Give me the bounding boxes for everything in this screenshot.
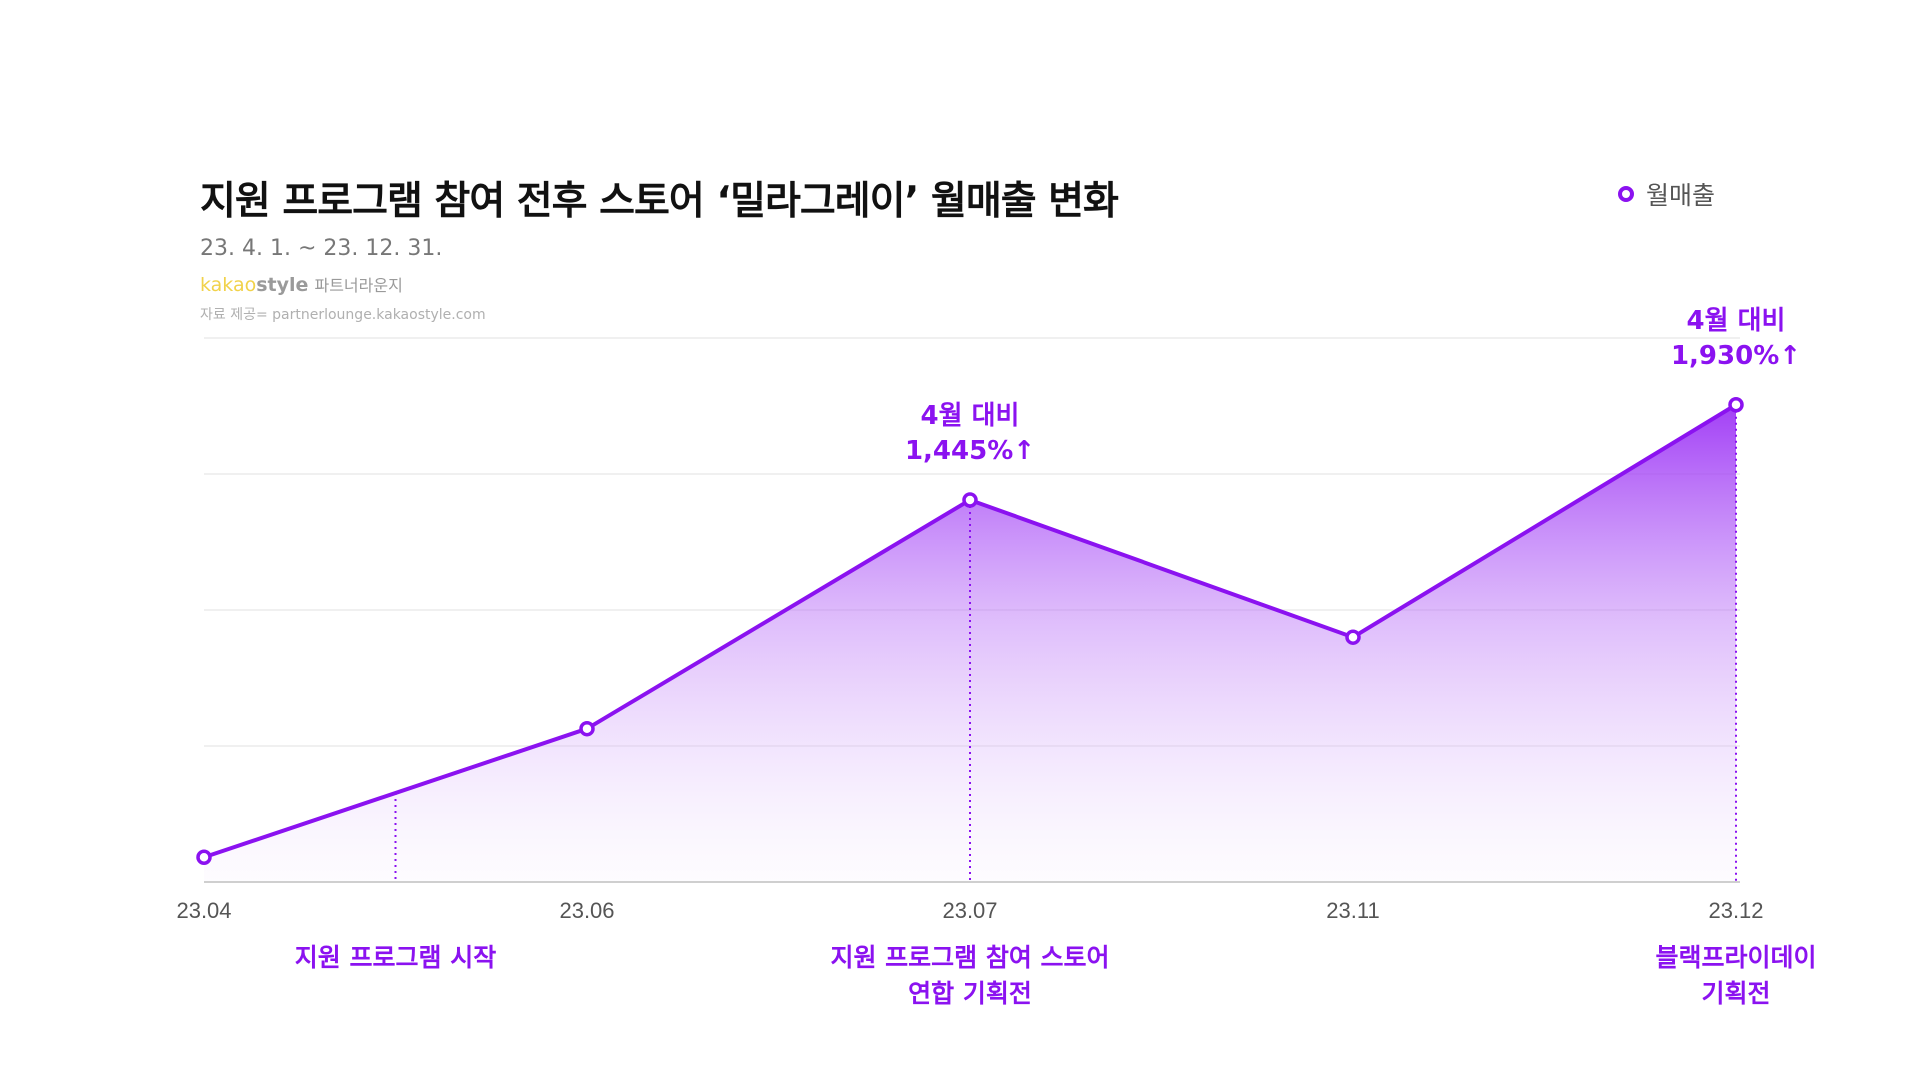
- point-labels: 4월 대비 1,445%↑ 4월 대비 1,930%↑: [905, 306, 1801, 466]
- x-tick-label: 23.12: [1708, 898, 1763, 923]
- x-tick-label: 23.11: [1326, 898, 1379, 923]
- legend-label: 월매출: [1646, 181, 1716, 210]
- point-label-text: 4월 대비: [1687, 306, 1786, 336]
- data-point: [962, 492, 978, 508]
- point-label-text: 1,930%↑: [1671, 341, 1801, 371]
- data-point: [1728, 397, 1744, 413]
- x-tick-labels: 23.04 23.06 23.07 23.11 23.12: [176, 898, 1763, 923]
- data-point: [1345, 629, 1361, 645]
- x-tick-label: 23.06: [559, 898, 614, 923]
- brand-kakao: kakao: [200, 274, 257, 296]
- event-lines: [394, 404, 1737, 882]
- event-label-text: 지원 프로그램 참여 스토어: [830, 943, 1109, 972]
- x-tick-label: 23.04: [176, 898, 231, 923]
- brand-partner: 파트너라운지: [314, 276, 403, 295]
- data-point: [579, 720, 595, 737]
- chart-legend: 월매출: [1618, 176, 1715, 212]
- event-label-text: 기획전: [1701, 979, 1770, 1008]
- area-fill: [204, 404, 1736, 882]
- chart-title: 지원 프로그램 참여 전후 스토어 ‘밀라그레이’ 월매출 변화: [200, 179, 1119, 224]
- event-label-text: 지원 프로그램 시작: [295, 943, 496, 972]
- chart-period: 23. 4. 1. ~ 23. 12. 31.: [200, 236, 443, 261]
- legend-circle-icon: [1618, 186, 1634, 202]
- points-layer: [196, 397, 1744, 866]
- point-label-text: 1,445%↑: [905, 436, 1035, 466]
- event-label-text: 블랙프라이데이: [1655, 943, 1816, 972]
- brand-logo: kakaostyle 파트너라운지: [200, 272, 403, 296]
- data-point: [196, 849, 212, 866]
- x-tick-label: 23.07: [942, 898, 997, 923]
- brand-style: style: [256, 274, 309, 296]
- point-label-text: 4월 대비: [921, 401, 1020, 431]
- chart-source: 자료 제공= partnerlounge.kakaostyle.com: [200, 307, 486, 323]
- event-label-text: 연합 기획전: [908, 979, 1032, 1008]
